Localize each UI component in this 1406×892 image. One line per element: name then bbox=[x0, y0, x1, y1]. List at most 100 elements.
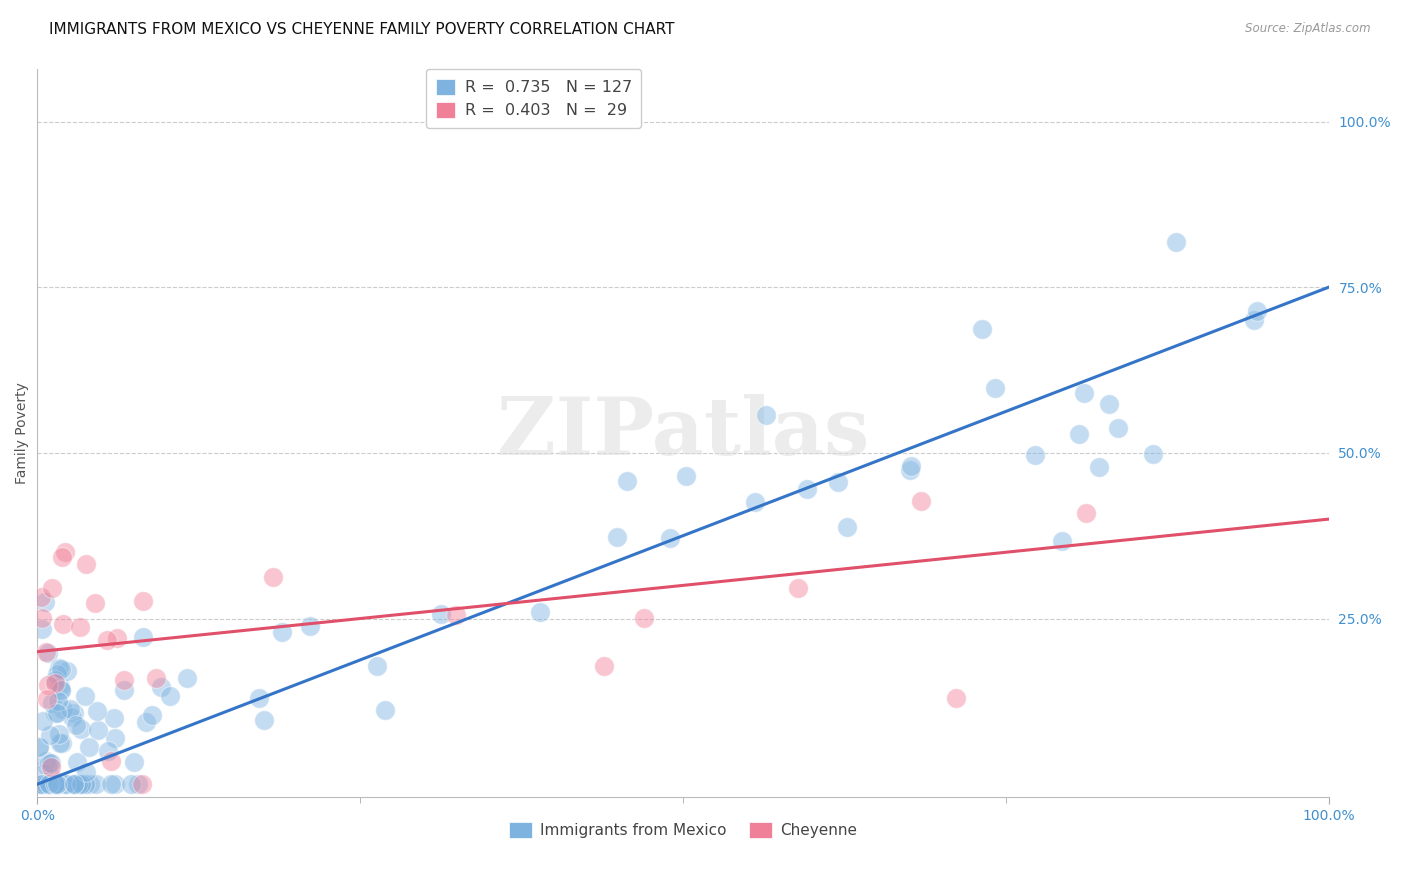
Point bbox=[75, 689, 97, 703]
Point bbox=[69, 620, 91, 634]
Point bbox=[131, 777, 153, 791]
Point bbox=[48, 679, 70, 693]
Point bbox=[63, 706, 86, 720]
Point bbox=[52, 617, 75, 632]
Point bbox=[1024, 449, 1046, 463]
Point bbox=[1166, 235, 1188, 249]
Point bbox=[41, 777, 63, 791]
Point bbox=[45, 777, 67, 791]
Point bbox=[1076, 506, 1098, 520]
Point bbox=[1069, 427, 1091, 442]
Point bbox=[73, 777, 96, 791]
Point bbox=[30, 591, 52, 605]
Point bbox=[65, 717, 87, 731]
Point bbox=[44, 777, 66, 791]
Point bbox=[48, 661, 70, 675]
Point bbox=[104, 731, 127, 746]
Point bbox=[44, 777, 66, 791]
Point bbox=[1107, 421, 1129, 435]
Point bbox=[430, 607, 453, 622]
Point bbox=[105, 631, 128, 645]
Point bbox=[70, 777, 93, 791]
Point bbox=[48, 726, 70, 740]
Point bbox=[1142, 447, 1164, 461]
Text: Source: ZipAtlas.com: Source: ZipAtlas.com bbox=[1246, 22, 1371, 36]
Point bbox=[67, 777, 90, 791]
Point bbox=[56, 665, 79, 679]
Point bbox=[132, 630, 155, 644]
Point bbox=[112, 682, 135, 697]
Point bbox=[66, 756, 89, 770]
Point bbox=[75, 765, 97, 780]
Point bbox=[53, 777, 76, 791]
Point bbox=[100, 754, 122, 768]
Point bbox=[35, 645, 58, 659]
Point bbox=[1246, 304, 1268, 318]
Legend: Immigrants from Mexico, Cheyenne: Immigrants from Mexico, Cheyenne bbox=[503, 816, 863, 845]
Point bbox=[898, 463, 921, 477]
Point bbox=[39, 760, 62, 774]
Point bbox=[41, 771, 63, 785]
Point bbox=[75, 557, 97, 571]
Point bbox=[984, 381, 1007, 395]
Point bbox=[45, 777, 67, 791]
Point bbox=[132, 593, 155, 607]
Point bbox=[77, 739, 100, 754]
Point bbox=[253, 713, 276, 727]
Point bbox=[38, 777, 60, 791]
Point bbox=[37, 759, 59, 773]
Point bbox=[35, 777, 58, 791]
Point bbox=[38, 777, 60, 791]
Point bbox=[145, 672, 167, 686]
Point bbox=[44, 706, 66, 720]
Point bbox=[141, 707, 163, 722]
Point bbox=[34, 594, 56, 608]
Point bbox=[900, 458, 922, 473]
Point bbox=[112, 673, 135, 688]
Point bbox=[31, 777, 53, 791]
Point bbox=[35, 754, 58, 768]
Point bbox=[42, 777, 65, 791]
Point bbox=[51, 682, 73, 697]
Point bbox=[87, 723, 110, 737]
Point bbox=[122, 756, 145, 770]
Point bbox=[37, 777, 59, 791]
Point bbox=[135, 714, 157, 729]
Point bbox=[30, 777, 52, 791]
Point bbox=[633, 610, 655, 624]
Point bbox=[659, 531, 682, 545]
Point bbox=[34, 777, 56, 791]
Point bbox=[38, 756, 60, 770]
Point bbox=[59, 702, 82, 716]
Text: IMMIGRANTS FROM MEXICO VS CHEYENNE FAMILY POVERTY CORRELATION CHART: IMMIGRANTS FROM MEXICO VS CHEYENNE FAMIL… bbox=[49, 22, 675, 37]
Point bbox=[84, 777, 107, 791]
Point bbox=[60, 709, 83, 723]
Point bbox=[51, 662, 73, 676]
Point bbox=[271, 624, 294, 639]
Point bbox=[67, 777, 90, 791]
Point bbox=[31, 777, 53, 791]
Point bbox=[100, 777, 122, 791]
Point bbox=[755, 409, 778, 423]
Point bbox=[96, 633, 118, 648]
Point bbox=[970, 321, 993, 335]
Point bbox=[1098, 397, 1121, 411]
Point bbox=[46, 777, 69, 791]
Point bbox=[675, 469, 697, 483]
Point bbox=[41, 777, 63, 791]
Point bbox=[28, 777, 51, 791]
Point bbox=[62, 777, 84, 791]
Point bbox=[51, 682, 73, 697]
Point bbox=[41, 696, 63, 710]
Point bbox=[616, 474, 638, 488]
Point bbox=[70, 723, 93, 737]
Point bbox=[49, 736, 72, 750]
Point bbox=[37, 678, 59, 692]
Point bbox=[31, 622, 53, 636]
Y-axis label: Family Poverty: Family Poverty bbox=[15, 382, 30, 484]
Point bbox=[55, 777, 77, 791]
Point bbox=[79, 777, 101, 791]
Point bbox=[837, 519, 859, 533]
Point bbox=[827, 475, 849, 489]
Point bbox=[46, 694, 69, 708]
